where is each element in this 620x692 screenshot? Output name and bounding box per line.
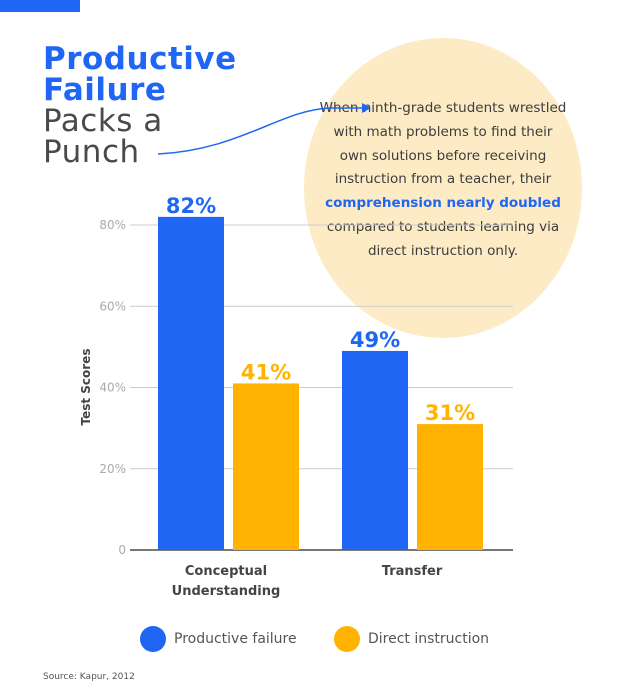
x-category-label: Transfer <box>381 564 443 579</box>
y-tick-label: 40% <box>99 381 126 395</box>
page-title: Productive Failure Packs a Punch <box>43 44 237 168</box>
arrow-head-icon <box>362 103 371 113</box>
y-tick-label: 20% <box>99 462 126 476</box>
bar <box>417 424 483 550</box>
data-label: 82% <box>166 194 216 218</box>
callout-text: When ninth-grade students wrestled with … <box>319 100 567 259</box>
title-line: Packs a <box>43 103 163 139</box>
y-tick-label: 80% <box>99 218 126 232</box>
x-category-label: Conceptual Understanding <box>171 564 281 599</box>
legend-item-productive: Productive failure <box>140 626 297 652</box>
source-note: Source: Kapur, 2012 <box>43 672 135 682</box>
bar <box>342 350 408 550</box>
data-label: 49% <box>350 328 400 352</box>
title-line: Productive <box>43 41 237 77</box>
callout-highlight: comprehension nearly doubled <box>325 195 561 212</box>
accent-bar <box>0 0 80 12</box>
y-tick-label: 60% <box>99 299 126 313</box>
legend-item-direct: Direct instruction <box>334 626 489 652</box>
data-label: 41% <box>241 360 291 384</box>
y-tick-label: 0 <box>118 543 126 557</box>
callout-bubble <box>304 38 582 338</box>
y-axis-label: Test Scores <box>79 348 93 426</box>
title-line: Punch <box>43 134 140 170</box>
legend-swatch <box>334 626 360 652</box>
legend-swatch <box>140 626 166 652</box>
bar <box>158 216 224 550</box>
title-line: Failure <box>43 72 167 108</box>
data-label: 31% <box>425 401 475 425</box>
bar <box>233 383 299 550</box>
arrow-connector <box>157 107 362 155</box>
